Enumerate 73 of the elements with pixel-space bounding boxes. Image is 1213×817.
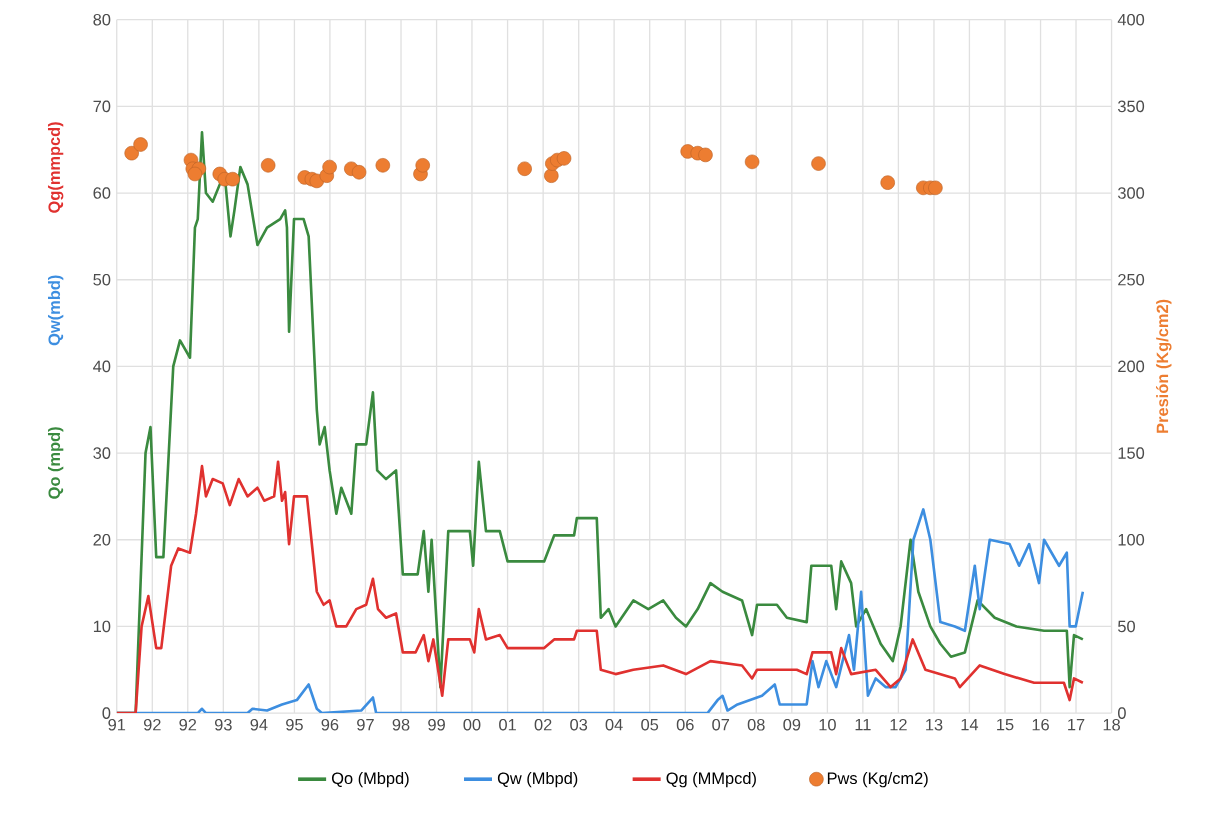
y2-axis-title: Presión (Kg/cm2) bbox=[1156, 299, 1172, 434]
y2-tick-label: 300 bbox=[1117, 187, 1145, 200]
y-tick-label: 50 bbox=[93, 274, 111, 286]
x-tick-label: 17 bbox=[1068, 719, 1085, 731]
point bbox=[260, 158, 276, 173]
y2-tick-label: 0 bbox=[1118, 707, 1126, 720]
text: Qw(mbd) bbox=[48, 275, 64, 346]
point bbox=[744, 154, 760, 170]
y2-tick-label: 350 bbox=[1117, 100, 1145, 113]
point bbox=[415, 158, 430, 173]
x-tick-label: 15 bbox=[997, 719, 1014, 731]
x-tick-label: 99 bbox=[428, 719, 445, 731]
point bbox=[187, 166, 203, 182]
text: Qg(mmpcd) bbox=[47, 122, 64, 214]
x-tick-label: 91 bbox=[108, 719, 126, 731]
point bbox=[322, 160, 337, 175]
y-tick-label: 30 bbox=[93, 447, 111, 460]
text: Qo (mpd) bbox=[48, 427, 64, 499]
x-tick-label: 11 bbox=[855, 719, 871, 731]
x-tick-label: 00 bbox=[463, 719, 481, 731]
legend-label: Qo (Mbpd) bbox=[331, 772, 409, 788]
x-tick-label: 95 bbox=[286, 719, 303, 731]
point bbox=[928, 180, 943, 196]
y-tick-label: 10 bbox=[93, 620, 111, 633]
point bbox=[517, 161, 532, 177]
x-tick-label: 07 bbox=[712, 719, 730, 731]
x-tick-label: 01 bbox=[499, 719, 516, 731]
y-tick-label: 40 bbox=[93, 360, 111, 373]
x-tick-label: 06 bbox=[676, 719, 694, 731]
y2-tick-label: 150 bbox=[1118, 447, 1145, 460]
x-tick-label: 05 bbox=[641, 719, 659, 731]
point bbox=[225, 172, 240, 187]
point bbox=[698, 147, 713, 163]
x-tick-label: 96 bbox=[321, 719, 339, 731]
y-tick-label: 80 bbox=[93, 14, 111, 26]
y-tick-label: 0 bbox=[102, 707, 111, 720]
legend-label: Pws (Kg/cm2) bbox=[827, 772, 928, 788]
y-tick-label: 20 bbox=[93, 534, 111, 546]
x-tick-label: 09 bbox=[783, 719, 801, 731]
x-tick-label: 92 bbox=[143, 719, 161, 731]
y2-tick-label: 250 bbox=[1118, 274, 1145, 286]
x-tick-label: 13 bbox=[926, 719, 943, 731]
y2-tick-label: 400 bbox=[1117, 14, 1145, 26]
x-tick-label: 97 bbox=[357, 719, 374, 731]
y-tick-label: 60 bbox=[93, 187, 111, 200]
point bbox=[124, 146, 139, 161]
point bbox=[880, 175, 895, 191]
y-tick-label: 70 bbox=[93, 100, 111, 113]
x-tick-label: 92 bbox=[179, 719, 197, 731]
x-tick-label: 10 bbox=[819, 719, 836, 731]
x-tick-label: 04 bbox=[605, 719, 623, 731]
legend-label: Qw (Mbpd) bbox=[497, 772, 578, 788]
x-tick-label: 98 bbox=[392, 719, 410, 731]
x-tick-label: 02 bbox=[534, 719, 552, 731]
point bbox=[133, 137, 148, 152]
point bbox=[811, 156, 826, 172]
x-tick-label: 18 bbox=[1103, 719, 1120, 731]
y2-tick-label: 50 bbox=[1118, 620, 1135, 633]
x-tick-label: 94 bbox=[250, 719, 268, 731]
y2-tick-label: 200 bbox=[1118, 360, 1145, 373]
line-series bbox=[116, 460, 1085, 714]
point bbox=[375, 158, 391, 173]
point bbox=[544, 168, 559, 184]
x-tick-label: 03 bbox=[570, 719, 588, 731]
point bbox=[351, 165, 367, 180]
x-tick-label: 12 bbox=[890, 719, 907, 731]
x-tick-label: 16 bbox=[1032, 719, 1049, 731]
x-tick-label: 08 bbox=[747, 719, 765, 731]
point bbox=[556, 151, 572, 166]
x-tick-label: 14 bbox=[961, 719, 979, 731]
y2-tick-label: 100 bbox=[1118, 534, 1145, 546]
x-tick-label: 93 bbox=[214, 719, 232, 731]
legend-label: Qg (MMpcd) bbox=[666, 772, 756, 788]
